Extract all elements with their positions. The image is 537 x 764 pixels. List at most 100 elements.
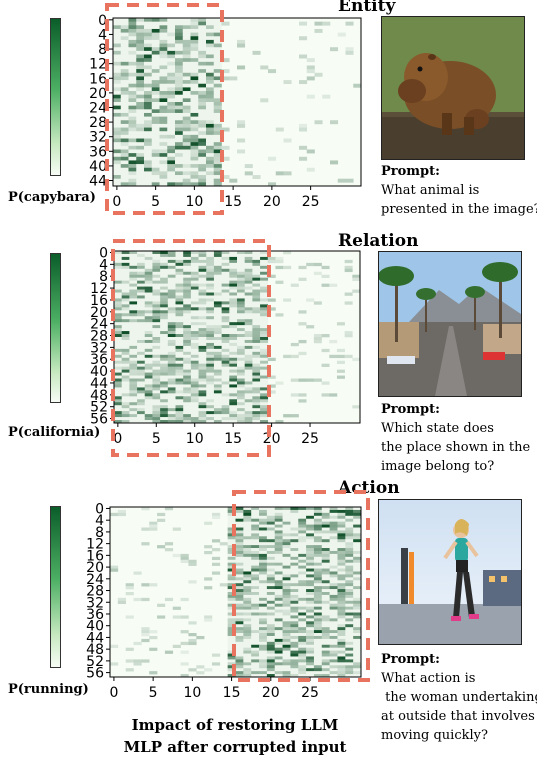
heatmap-cell <box>114 337 122 341</box>
x-tick-label: 5 <box>149 685 158 701</box>
y-tick-label: 24 <box>89 100 107 116</box>
heatmap-cell <box>260 277 269 281</box>
prompt-entity: Prompt: What animal is presented in the … <box>381 162 537 219</box>
heatmap-cell <box>114 322 122 326</box>
heatmap-cell <box>275 381 284 385</box>
heatmap-cell <box>252 369 261 373</box>
heatmap-cell <box>183 396 192 400</box>
heatmap-cell <box>336 360 345 364</box>
heatmap-cell <box>160 334 169 338</box>
heatmap-cell <box>198 402 207 406</box>
heatmap-cell <box>321 633 330 637</box>
heatmap-cell <box>298 524 307 528</box>
heatmap-cell <box>266 653 276 657</box>
heatmap-cell <box>113 50 122 55</box>
heatmap-cell <box>175 120 184 125</box>
heatmap-cell <box>290 565 299 569</box>
heatmap-cell <box>227 565 236 569</box>
heatmap-cell <box>282 638 291 643</box>
heatmap-cell <box>204 586 213 590</box>
heatmap-cell <box>329 542 338 546</box>
heatmap-cell <box>244 354 253 359</box>
heatmap-cell <box>229 354 238 359</box>
heatmap-cell <box>151 94 160 99</box>
heatmap-cell <box>121 256 130 261</box>
heatmap-cell <box>144 357 153 362</box>
heatmap-cell <box>113 105 122 110</box>
heatmap-cell <box>114 256 122 261</box>
heatmap-cell <box>198 109 207 114</box>
heatmap-cell <box>167 32 176 37</box>
heatmap-cell <box>121 381 130 385</box>
heatmap-cell <box>344 292 353 296</box>
heatmap-cell <box>266 553 276 558</box>
heatmap-cell <box>190 411 199 415</box>
heatmap-cell <box>121 417 130 421</box>
heatmap-cell <box>251 624 260 628</box>
heatmap-cell <box>229 366 238 370</box>
heatmap-cell <box>329 627 338 631</box>
y-tick-label: 40 <box>90 364 108 380</box>
heatmap-cell <box>213 372 222 376</box>
heatmap-cell <box>251 568 260 572</box>
heatmap-cell <box>290 542 299 546</box>
heatmap-cell <box>237 298 245 302</box>
heatmap-cell <box>175 76 184 81</box>
heatmap-cell <box>160 325 169 329</box>
heatmap-cell <box>167 167 176 172</box>
heatmap-cell <box>128 134 137 139</box>
heatmap-cell <box>221 271 230 276</box>
heatmap-cell <box>114 381 122 385</box>
heatmap-cell <box>213 91 222 95</box>
heatmap-cell <box>345 571 354 575</box>
heatmap-cell <box>141 583 150 587</box>
heatmap-cell <box>213 182 222 187</box>
heatmap-cell <box>182 123 191 128</box>
heatmap-cell <box>306 674 315 678</box>
heatmap-cell <box>229 265 238 270</box>
heatmap-cell <box>144 322 153 326</box>
heatmap-cell <box>120 72 129 77</box>
heatmap-cell <box>321 615 330 619</box>
heatmap-cell <box>353 668 362 672</box>
heatmap-cell <box>120 36 129 41</box>
heatmap-cell <box>120 112 129 117</box>
heatmap-cell <box>252 366 261 370</box>
heatmap-cell <box>337 530 346 534</box>
heatmap-cell <box>152 411 161 415</box>
heatmap-cell <box>167 134 176 139</box>
heatmap-cell <box>252 307 261 311</box>
heatmap-cell <box>229 390 238 394</box>
heatmap-cell <box>266 574 276 578</box>
heatmap-cell <box>137 301 146 305</box>
heatmap-cell <box>337 574 346 578</box>
heatmap-cell <box>282 644 291 648</box>
heatmap-cell <box>237 402 245 406</box>
heatmap-cell <box>129 399 138 403</box>
heatmap-cell <box>144 94 153 99</box>
heatmap-cell <box>167 251 176 255</box>
heatmap-cell <box>321 665 330 669</box>
heatmap-cell <box>129 363 138 367</box>
heatmap-cell <box>345 609 354 613</box>
heatmap-cell <box>144 295 153 299</box>
heatmap-cell <box>290 536 299 540</box>
heatmap-cell <box>160 420 169 424</box>
heatmap-cell <box>306 545 315 549</box>
heatmap-cell <box>260 325 269 329</box>
heatmap-cell <box>183 251 192 255</box>
heatmap-cell <box>290 624 299 628</box>
heatmap-cell <box>190 120 199 125</box>
heatmap-cell <box>344 268 353 273</box>
heatmap-cell <box>159 153 168 158</box>
heatmap-cell <box>175 105 184 110</box>
heatmap-cell <box>227 507 236 511</box>
heatmap-cell <box>237 120 246 125</box>
heatmap-cell <box>227 542 236 546</box>
heatmap-cell <box>198 61 207 66</box>
heatmap-cell <box>260 339 269 344</box>
heatmap-cell <box>306 633 315 637</box>
heatmap-cell <box>290 550 299 555</box>
heatmap-cell <box>157 512 166 517</box>
heatmap-cell <box>159 142 168 147</box>
